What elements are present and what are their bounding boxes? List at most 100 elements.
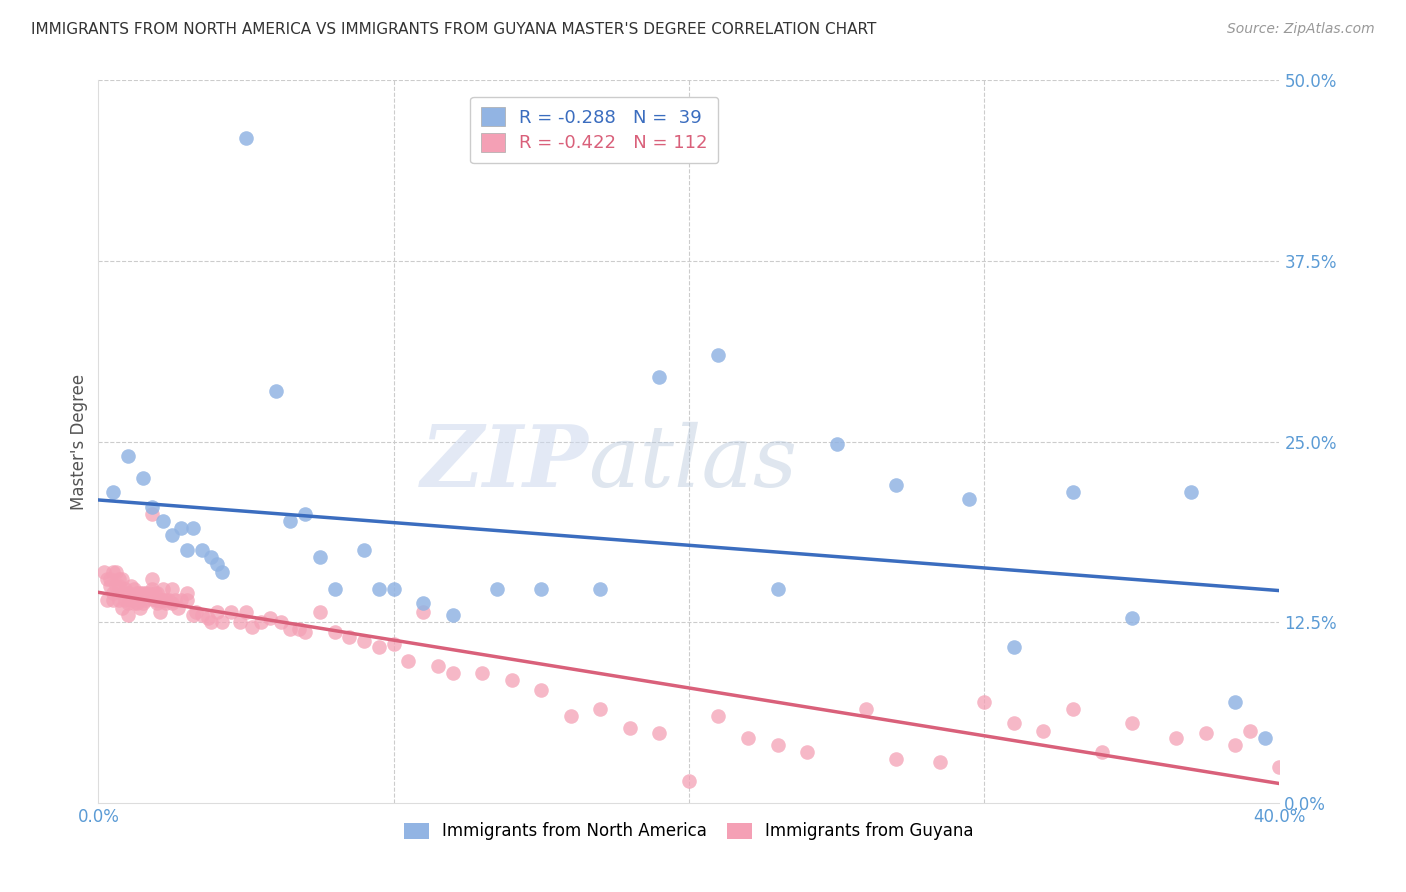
Point (146, 586, 169, 600)
Point (825, 437, 848, 451)
Point (132, 470, 155, 484)
Point (162, 528, 183, 542)
Point (105, 579, 128, 593)
Point (294, 507, 316, 521)
Point (138, 586, 160, 600)
Point (589, 582, 612, 596)
Point (122, 596, 145, 610)
Point (191, 542, 214, 557)
Point (141, 572, 163, 586)
Point (128, 586, 150, 600)
Point (143, 586, 166, 600)
Point (707, 348, 730, 362)
Point (368, 640, 391, 654)
Point (141, 507, 163, 521)
Point (117, 607, 139, 622)
Point (135, 586, 157, 600)
Point (973, 695, 995, 709)
Point (205, 558, 228, 572)
Point (264, 384, 287, 398)
Point (152, 582, 174, 596)
Point (250, 615, 273, 630)
Point (157, 593, 180, 607)
Point (766, 738, 789, 752)
Point (323, 582, 346, 596)
Point (120, 593, 142, 607)
Point (170, 521, 193, 535)
Point (200, 550, 222, 565)
Point (1166, 731, 1188, 745)
Y-axis label: Master's Degree: Master's Degree (70, 374, 89, 509)
Point (167, 600, 190, 615)
Point (141, 582, 163, 596)
Point (221, 605, 243, 619)
Point (1225, 738, 1247, 752)
Point (162, 582, 183, 596)
Point (235, 605, 257, 619)
Point (1062, 485, 1084, 500)
Point (309, 550, 332, 565)
Point (176, 542, 198, 557)
Point (1002, 716, 1025, 731)
Point (441, 665, 464, 680)
Point (929, 756, 952, 770)
Point (128, 600, 150, 615)
Point (93, 565, 115, 579)
Point (737, 731, 759, 745)
Point (117, 596, 139, 610)
Point (155, 596, 177, 610)
Point (648, 726, 671, 740)
Point (1225, 695, 1247, 709)
Text: IMMIGRANTS FROM NORTH AMERICA VS IMMIGRANTS FROM GUYANA MASTER'S DEGREE CORRELAT: IMMIGRANTS FROM NORTH AMERICA VS IMMIGRA… (31, 22, 876, 37)
Point (103, 586, 125, 600)
Point (796, 745, 818, 759)
Point (1091, 745, 1114, 759)
Point (398, 654, 420, 668)
Point (117, 586, 139, 600)
Point (382, 637, 405, 651)
Point (211, 615, 233, 630)
Point (323, 625, 346, 640)
Point (191, 607, 214, 622)
Point (176, 586, 198, 600)
Point (122, 582, 145, 596)
Point (108, 572, 131, 586)
Point (1268, 760, 1291, 774)
Point (200, 615, 222, 630)
Point (111, 600, 134, 615)
Point (1180, 485, 1202, 500)
Point (353, 634, 375, 648)
Point (117, 449, 139, 463)
Point (427, 658, 450, 673)
Point (96, 572, 118, 586)
Point (152, 593, 174, 607)
Point (98, 579, 121, 593)
Point (205, 605, 228, 619)
Point (884, 752, 907, 766)
Point (471, 665, 494, 680)
Point (170, 593, 193, 607)
Point (959, 492, 981, 507)
Point (146, 596, 169, 610)
Point (149, 605, 172, 619)
Point (125, 596, 148, 610)
Point (1062, 702, 1084, 716)
Point (229, 615, 252, 630)
Point (1121, 716, 1143, 731)
Point (162, 596, 183, 610)
Point (368, 582, 391, 596)
Point (103, 485, 125, 500)
Legend: Immigrants from North America, Immigrants from Guyana: Immigrants from North America, Immigrant… (395, 814, 983, 848)
Point (1121, 611, 1143, 625)
Point (240, 619, 263, 633)
Point (486, 582, 509, 596)
Point (103, 565, 125, 579)
Point (141, 500, 163, 514)
Point (1298, 770, 1320, 784)
Point (884, 478, 907, 492)
Point (114, 582, 136, 596)
Point (1032, 723, 1054, 738)
Point (211, 565, 233, 579)
Text: Source: ZipAtlas.com: Source: ZipAtlas.com (1227, 22, 1375, 37)
Point (184, 605, 207, 619)
